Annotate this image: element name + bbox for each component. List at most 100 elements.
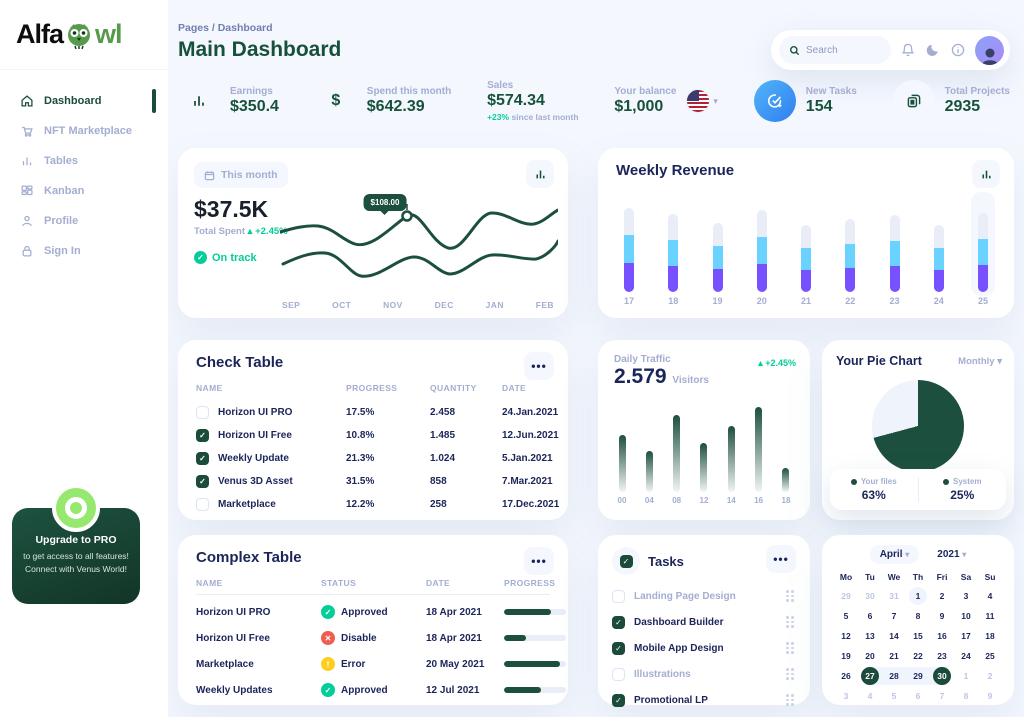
calendar-day[interactable]: 29: [906, 667, 930, 685]
calendar-day[interactable]: 18: [985, 631, 995, 641]
row-checkbox[interactable]: ✓: [196, 428, 209, 442]
calendar-day[interactable]: 19: [841, 651, 851, 661]
search-input[interactable]: [806, 44, 876, 56]
calendar-day[interactable]: 10: [961, 611, 971, 621]
calendar-day[interactable]: 11: [985, 611, 995, 621]
calendar-day[interactable]: 1: [963, 671, 969, 681]
drag-handle-icon[interactable]: [786, 590, 796, 602]
calendar-day[interactable]: 3: [843, 691, 849, 701]
traffic-bar[interactable]: [614, 404, 630, 492]
spend-line-chart[interactable]: [280, 186, 558, 294]
calendar-day[interactable]: 2: [939, 591, 945, 601]
weekly-bar[interactable]: [837, 200, 863, 292]
month-select[interactable]: April ▾: [869, 545, 920, 564]
task-checkbox[interactable]: ✓: [612, 693, 625, 707]
calendar-day[interactable]: 27: [858, 667, 882, 685]
calendar-day[interactable]: 31: [889, 591, 899, 601]
notifications-bell-icon[interactable]: [900, 42, 916, 58]
calendar-day[interactable]: 4: [987, 591, 993, 601]
calendar-day[interactable]: 30: [865, 591, 875, 601]
row-checkbox[interactable]: ✓: [196, 474, 209, 488]
year-select[interactable]: 2021 ▾: [937, 549, 967, 560]
drag-handle-icon[interactable]: [786, 694, 796, 706]
currency-selector[interactable]: ▾: [686, 89, 718, 113]
calendar-day[interactable]: 17: [961, 631, 971, 641]
drag-handle-icon[interactable]: [786, 616, 796, 628]
info-icon[interactable]: [950, 42, 966, 58]
search-box[interactable]: [779, 36, 891, 64]
calendar-day[interactable]: 2: [987, 671, 993, 681]
breadcrumb[interactable]: Pages / Dashboard: [178, 22, 273, 34]
calendar-day[interactable]: 9: [987, 691, 993, 701]
calendar-day[interactable]: 7: [891, 611, 897, 621]
traffic-bar[interactable]: [669, 404, 685, 492]
task-checkbox[interactable]: ✓: [612, 615, 625, 629]
calendar-day[interactable]: 6: [867, 611, 873, 621]
traffic-bar[interactable]: [641, 404, 657, 492]
weekly-bar[interactable]: [926, 200, 952, 292]
weekly-bar[interactable]: [793, 200, 819, 292]
more-options-button[interactable]: •••: [524, 352, 554, 380]
calendar-day[interactable]: 16: [937, 631, 947, 641]
task-checkbox[interactable]: ✓: [612, 589, 625, 603]
weekly-bar[interactable]: [970, 192, 996, 296]
calendar-day[interactable]: 5: [891, 691, 897, 701]
sidebar-item-profile[interactable]: Profile: [0, 206, 168, 236]
calendar-day[interactable]: 13: [865, 631, 875, 641]
calendar-day[interactable]: 8: [915, 611, 921, 621]
calendar-day[interactable]: 14: [889, 631, 899, 641]
drag-handle-icon[interactable]: [786, 642, 796, 654]
calendar-day[interactable]: 26: [841, 671, 851, 681]
calendar-day[interactable]: 9: [939, 611, 945, 621]
weekly-revenue-bars[interactable]: [616, 192, 996, 296]
user-avatar[interactable]: [975, 35, 1004, 65]
row-checkbox[interactable]: ✓: [196, 451, 209, 465]
dark-mode-moon-icon[interactable]: [925, 42, 941, 58]
more-options-button[interactable]: •••: [524, 547, 554, 575]
sidebar-item-kanban[interactable]: Kanban: [0, 176, 168, 206]
chart-options-button[interactable]: [526, 160, 554, 188]
row-checkbox[interactable]: ✓: [196, 497, 209, 511]
calendar-day[interactable]: 29: [841, 591, 851, 601]
row-checkbox[interactable]: ✓: [196, 405, 209, 419]
upgrade-pro-card[interactable]: Upgrade to PRO to get access to all feat…: [12, 484, 140, 604]
sidebar-item-nft-marketplace[interactable]: NFT Marketplace: [0, 116, 168, 146]
calendar-day[interactable]: 24: [961, 651, 971, 661]
sidebar-item-dashboard[interactable]: Dashboard: [0, 86, 168, 116]
month-filter-button[interactable]: This month: [194, 162, 288, 188]
range-select[interactable]: Monthly ▾: [958, 356, 1002, 367]
calendar-day[interactable]: 6: [915, 691, 921, 701]
traffic-bar[interactable]: [696, 404, 712, 492]
calendar-day[interactable]: 22: [913, 651, 923, 661]
calendar-day[interactable]: 7: [939, 691, 945, 701]
more-options-button[interactable]: •••: [766, 545, 796, 573]
calendar-day[interactable]: 30: [930, 667, 954, 685]
calendar-day[interactable]: 12: [841, 631, 851, 641]
drag-handle-icon[interactable]: [786, 668, 796, 680]
calendar-day[interactable]: 15: [913, 631, 923, 641]
task-checkbox[interactable]: ✓: [612, 641, 625, 655]
calendar-day[interactable]: 4: [867, 691, 873, 701]
task-checkbox[interactable]: ✓: [612, 667, 625, 681]
traffic-bars[interactable]: [614, 404, 794, 492]
calendar-day[interactable]: 8: [963, 691, 969, 701]
calendar-day[interactable]: 1: [906, 587, 930, 605]
calendar-day[interactable]: 25: [985, 651, 995, 661]
sidebar-item-sign-in[interactable]: Sign In: [0, 236, 168, 266]
calendar-day[interactable]: 23: [937, 651, 947, 661]
calendar-day[interactable]: 5: [843, 611, 849, 621]
weekly-bar[interactable]: [660, 200, 686, 292]
pie-chart[interactable]: [872, 380, 964, 472]
traffic-bar[interactable]: [778, 404, 794, 492]
weekly-bar[interactable]: [882, 200, 908, 292]
traffic-bar[interactable]: [723, 404, 739, 492]
weekly-bar[interactable]: [749, 200, 775, 292]
sidebar-item-tables[interactable]: Tables: [0, 146, 168, 176]
calendar-day[interactable]: 3: [963, 591, 969, 601]
calendar-day[interactable]: 21: [889, 651, 899, 661]
traffic-bar[interactable]: [751, 404, 767, 492]
calendar-day[interactable]: 28: [882, 667, 906, 685]
weekly-bar[interactable]: [705, 200, 731, 292]
weekly-bar[interactable]: [616, 200, 642, 292]
calendar-day[interactable]: 20: [865, 651, 875, 661]
